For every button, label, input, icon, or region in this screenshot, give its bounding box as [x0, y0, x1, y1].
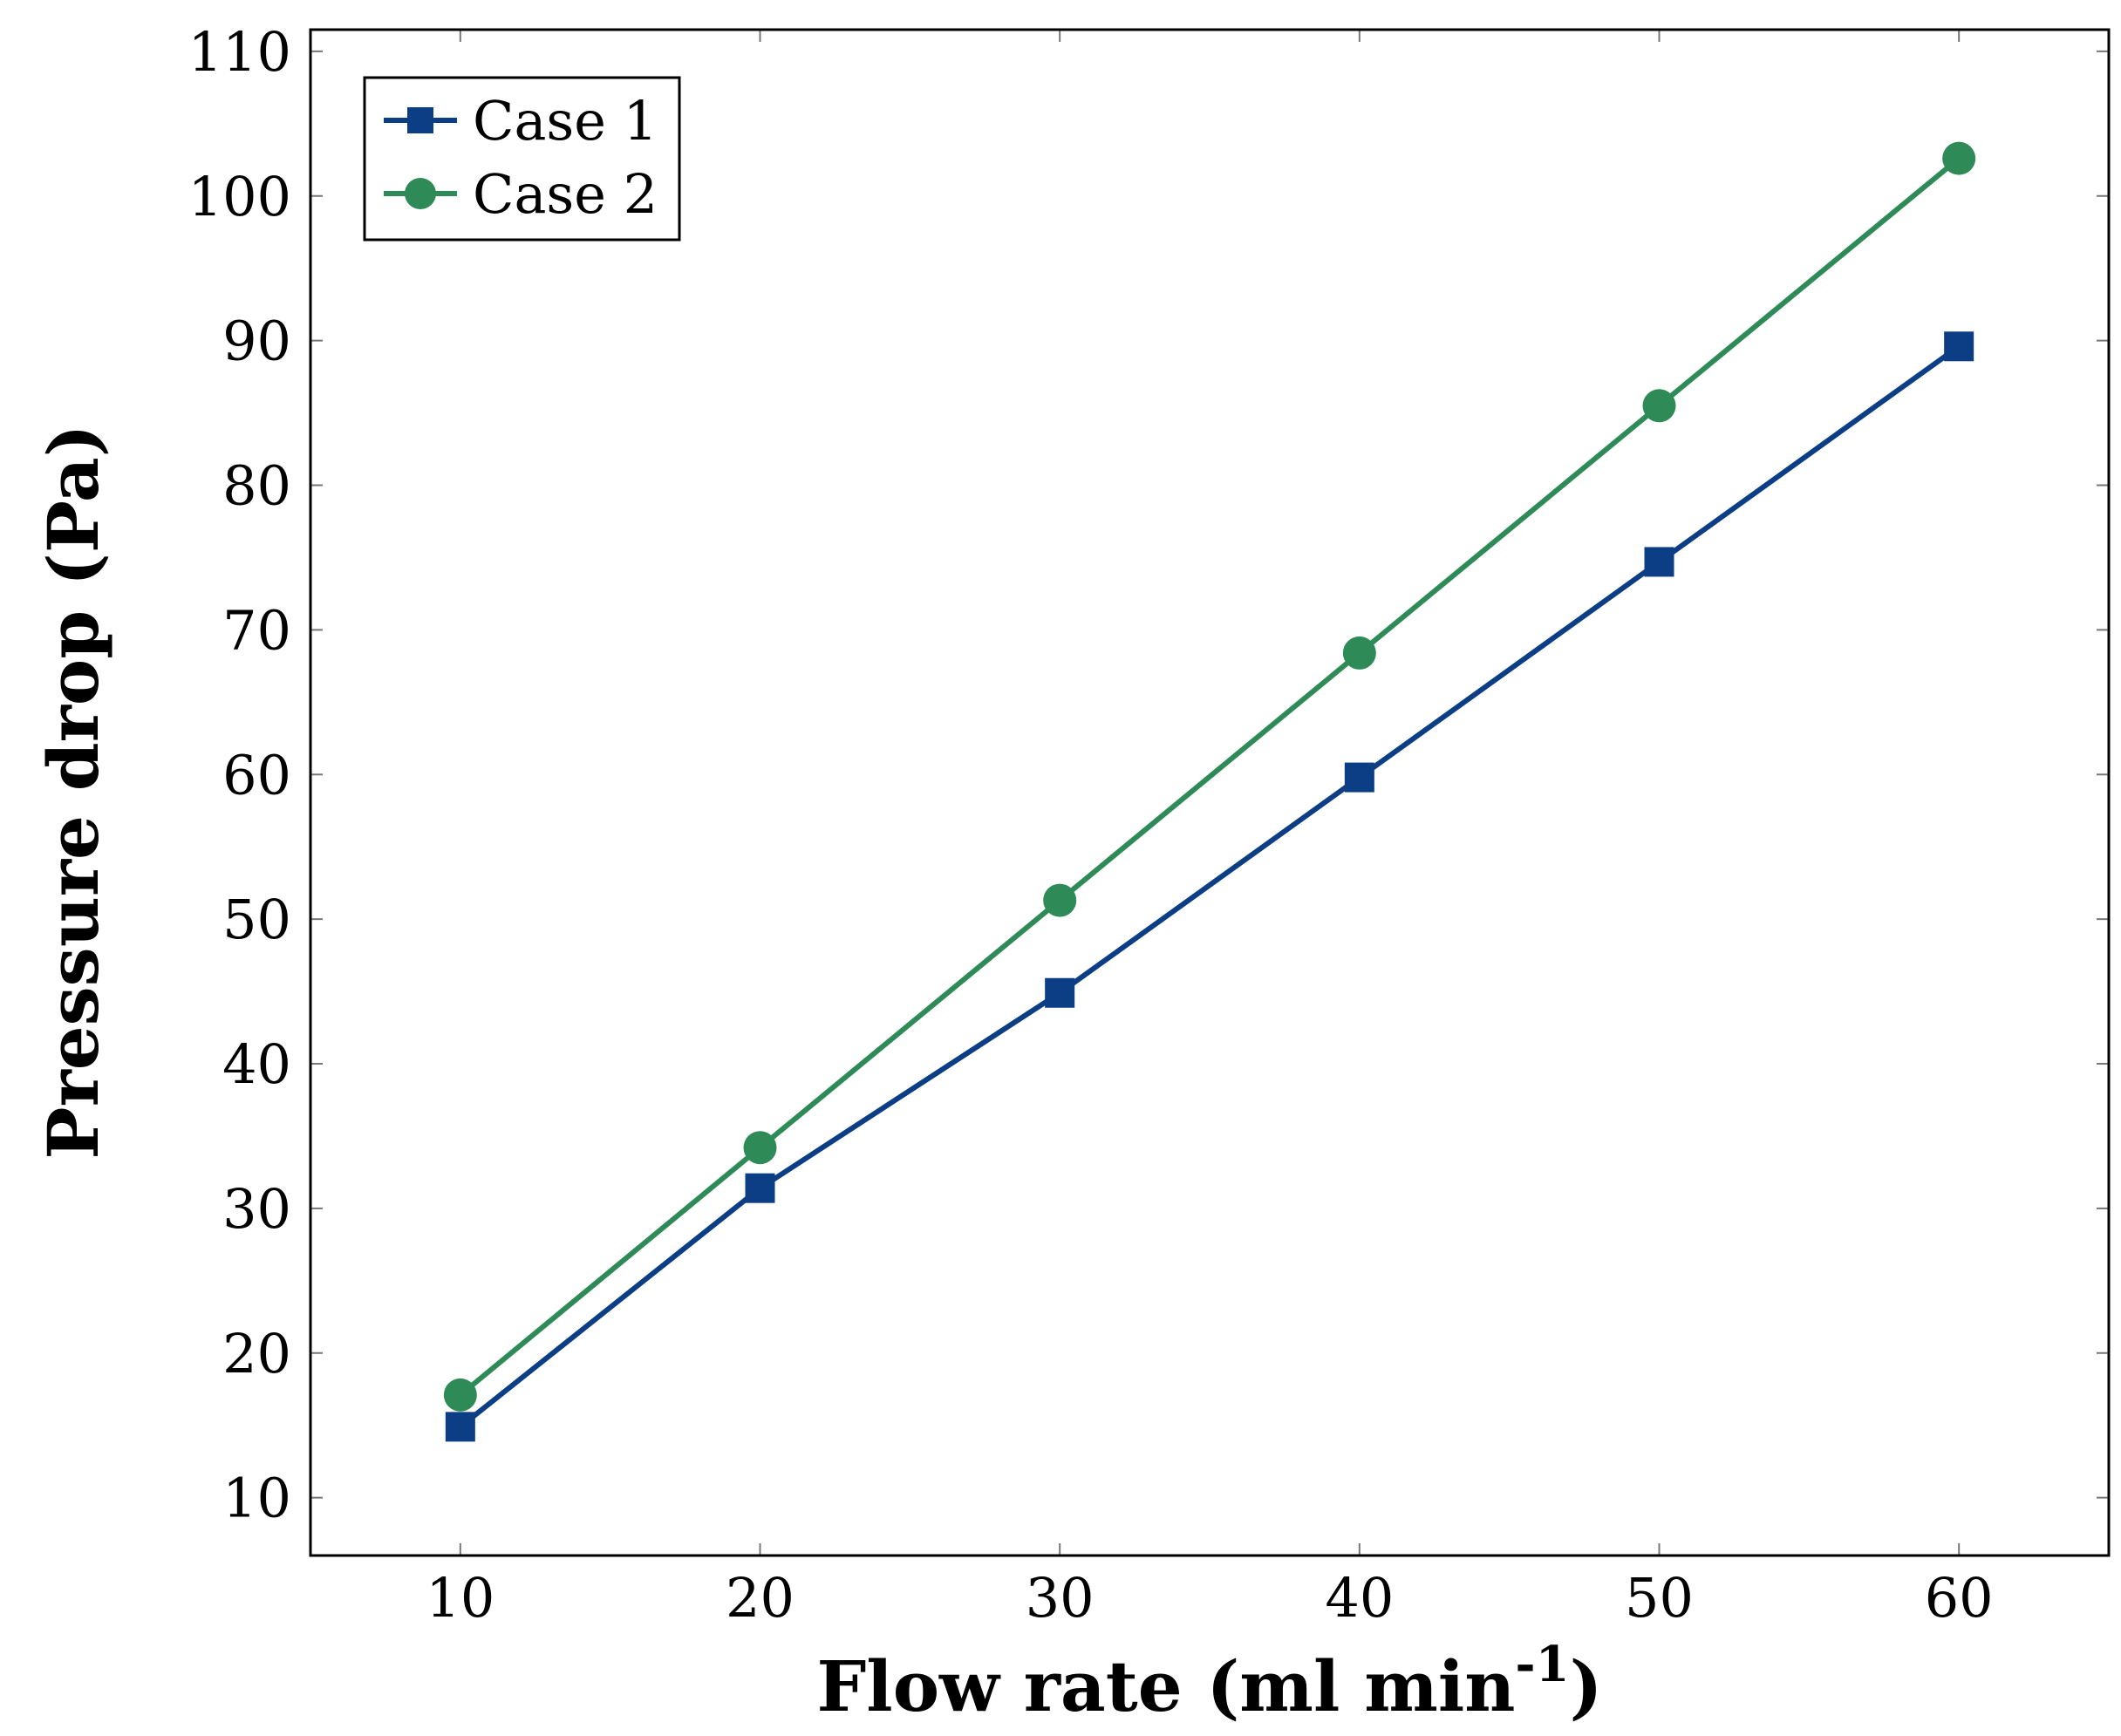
data-point-case-1	[445, 1412, 475, 1442]
x-axis-title-close: )	[1570, 1645, 1603, 1727]
y-tick-label: 10	[222, 1467, 291, 1530]
data-point-case-1	[1644, 547, 1674, 577]
y-tick-label: 90	[222, 310, 291, 373]
data-point-case-2	[443, 1378, 477, 1412]
legend-marker-case-2	[405, 178, 436, 209]
y-tick-label: 100	[188, 165, 291, 228]
data-point-case-1	[1344, 762, 1374, 793]
data-point-case-1	[1045, 977, 1075, 1008]
legend-label-case-1: Case 1	[473, 89, 658, 153]
legend: Case 1 Case 2	[363, 76, 681, 242]
x-tick-label: 40	[1325, 1566, 1394, 1630]
data-point-case-1	[745, 1173, 775, 1203]
data-point-case-2	[1342, 636, 1376, 670]
y-axis-title: Pressure drop (Pa)	[32, 424, 114, 1159]
y-tick-label: 70	[222, 598, 291, 662]
x-tick-label: 30	[1026, 1566, 1095, 1630]
y-tick-label: 60	[222, 743, 291, 807]
y-tick-label: 40	[222, 1032, 291, 1096]
data-point-case-1	[1944, 331, 1974, 362]
y-tick-label: 80	[222, 454, 291, 518]
legend-marker-case-1	[407, 107, 433, 133]
x-tick-label: 60	[1925, 1566, 1994, 1630]
series-layer	[443, 141, 1976, 1442]
data-point-case-2	[1942, 141, 1976, 175]
legend-label-case-2: Case 2	[473, 162, 658, 226]
x-axis-title-superscript: -1	[1515, 1636, 1569, 1693]
y-tick-label: 50	[222, 888, 291, 951]
legend-box	[363, 76, 681, 242]
data-point-case-2	[743, 1131, 777, 1165]
data-point-case-2	[1043, 883, 1077, 917]
series-line-case-1	[458, 344, 1961, 1429]
y-tick-label: 20	[222, 1322, 291, 1385]
ticks-layer: 10 20 30 40 50 60 10 20 30 40 50 60 70 80 90 100 110	[188, 20, 2109, 1630]
y-tick-label: 30	[222, 1177, 291, 1241]
x-tick-label: 20	[726, 1566, 795, 1630]
x-tick-label: 10	[426, 1566, 494, 1630]
x-tick-label: 50	[1625, 1566, 1694, 1630]
series-line-case-2	[458, 156, 1961, 1398]
y-tick-label: 110	[188, 20, 291, 84]
x-axis-title: Flow rate (ml min-1)	[817, 1636, 1603, 1727]
data-point-case-2	[1642, 389, 1676, 423]
plot-frame	[309, 28, 2111, 1557]
